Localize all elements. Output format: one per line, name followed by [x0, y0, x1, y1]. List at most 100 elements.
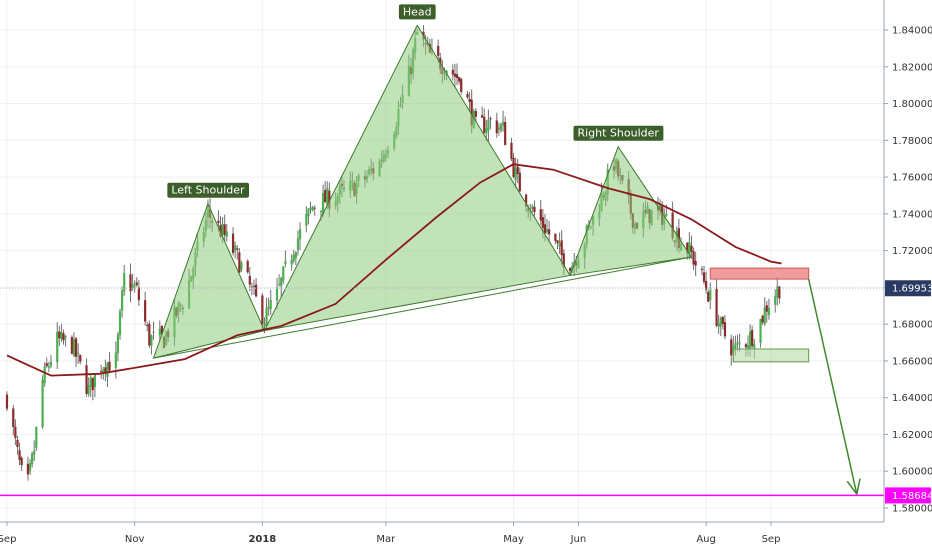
moving-average — [6, 163, 782, 377]
candle-down — [16, 439, 19, 447]
candle-down — [238, 252, 241, 273]
candle-down — [261, 295, 264, 325]
candle-up — [116, 334, 120, 354]
candle-up — [152, 331, 155, 333]
candle-down — [223, 224, 226, 236]
candle-down — [700, 268, 704, 270]
candle-up — [531, 206, 534, 210]
candle-down — [248, 275, 251, 285]
candle-up — [275, 287, 279, 301]
candle-up — [33, 450, 36, 455]
candle-down — [313, 207, 316, 209]
candle-up — [263, 324, 266, 327]
candle-up — [123, 273, 126, 292]
candle-up — [114, 352, 117, 368]
candle-up — [106, 363, 109, 377]
candle-down — [129, 274, 132, 292]
candle-up — [47, 365, 50, 368]
candle-down — [58, 331, 61, 339]
candle-down — [481, 115, 484, 118]
annotation-text: Right Shoulder — [577, 127, 659, 140]
candle-up — [31, 453, 34, 465]
candle-down — [556, 240, 559, 244]
y-tick-label: 1.76000 — [892, 173, 932, 184]
candle-up — [501, 121, 505, 126]
pattern-shapes — [152, 24, 693, 359]
projection-arrow-head — [846, 480, 858, 495]
current-price-badge-label: 1.69953 — [892, 284, 932, 295]
candle-up — [60, 332, 63, 340]
candle-up — [56, 331, 59, 363]
candle-up — [89, 377, 92, 387]
x-tick-label: Aug — [696, 534, 716, 545]
candle-down — [104, 367, 107, 374]
zones — [709, 267, 810, 363]
candle-up — [759, 319, 762, 343]
y-tick-label: 1.72000 — [892, 246, 932, 257]
candle-down — [533, 206, 536, 213]
x-tick-label: Sep — [762, 534, 781, 545]
candle-up — [225, 231, 228, 237]
candle-down — [91, 377, 94, 391]
candle-down — [324, 190, 327, 203]
candle-up — [499, 124, 503, 131]
candle-down — [18, 450, 21, 460]
candle-up — [49, 361, 53, 366]
candle-down — [5, 394, 9, 409]
candle-down — [62, 333, 65, 341]
x-tick-label: Nov — [125, 534, 145, 545]
candle-up — [753, 343, 756, 349]
candle-up — [321, 193, 325, 214]
annotation-text: Left Shoulder — [171, 184, 245, 197]
candle-down — [548, 229, 551, 235]
candle-up — [746, 345, 750, 349]
projection — [807, 278, 861, 495]
candle-up — [234, 245, 237, 251]
candle-down — [671, 212, 674, 239]
support-price-badge-label: 1.58684 — [892, 491, 932, 502]
candle-up — [296, 238, 300, 250]
candle-up — [77, 353, 80, 355]
candle-up — [311, 206, 314, 211]
candle-up — [133, 285, 136, 287]
candle-up — [514, 167, 517, 181]
candle-up — [709, 289, 712, 300]
candle-down — [468, 98, 471, 102]
candle-up — [665, 213, 668, 217]
candle-down — [705, 280, 708, 290]
candle-up — [763, 307, 766, 325]
candle-up — [267, 306, 270, 309]
candle-down — [765, 305, 768, 312]
candle-down — [254, 284, 258, 297]
x-tick-label: Mar — [376, 534, 396, 545]
target-zone — [732, 348, 810, 363]
candle-down — [135, 282, 138, 286]
moving-average-line — [6, 163, 782, 377]
candle-down — [690, 245, 693, 253]
y-tick-label: 1.78000 — [892, 136, 932, 147]
candle-down — [85, 365, 88, 394]
candle-up — [305, 214, 308, 226]
candle-up — [748, 331, 752, 349]
candle-up — [282, 266, 285, 282]
candle-down — [14, 426, 17, 439]
candle-down — [562, 253, 565, 268]
candle-down — [483, 116, 486, 133]
candle-down — [108, 361, 111, 371]
candle-down — [137, 287, 140, 301]
candle-down — [146, 325, 149, 327]
candle-down — [512, 157, 515, 177]
candle-down — [451, 69, 454, 75]
candle-up — [72, 339, 76, 356]
candle-down — [686, 242, 689, 254]
x-tick-label: May — [503, 534, 524, 545]
candle-down — [246, 261, 249, 273]
candle-down — [20, 457, 23, 466]
candle-up — [43, 366, 46, 384]
candle-up — [774, 296, 777, 305]
candle-up — [497, 127, 500, 130]
candle-up — [265, 307, 268, 327]
annotation-label: Right Shoulder — [573, 125, 664, 141]
